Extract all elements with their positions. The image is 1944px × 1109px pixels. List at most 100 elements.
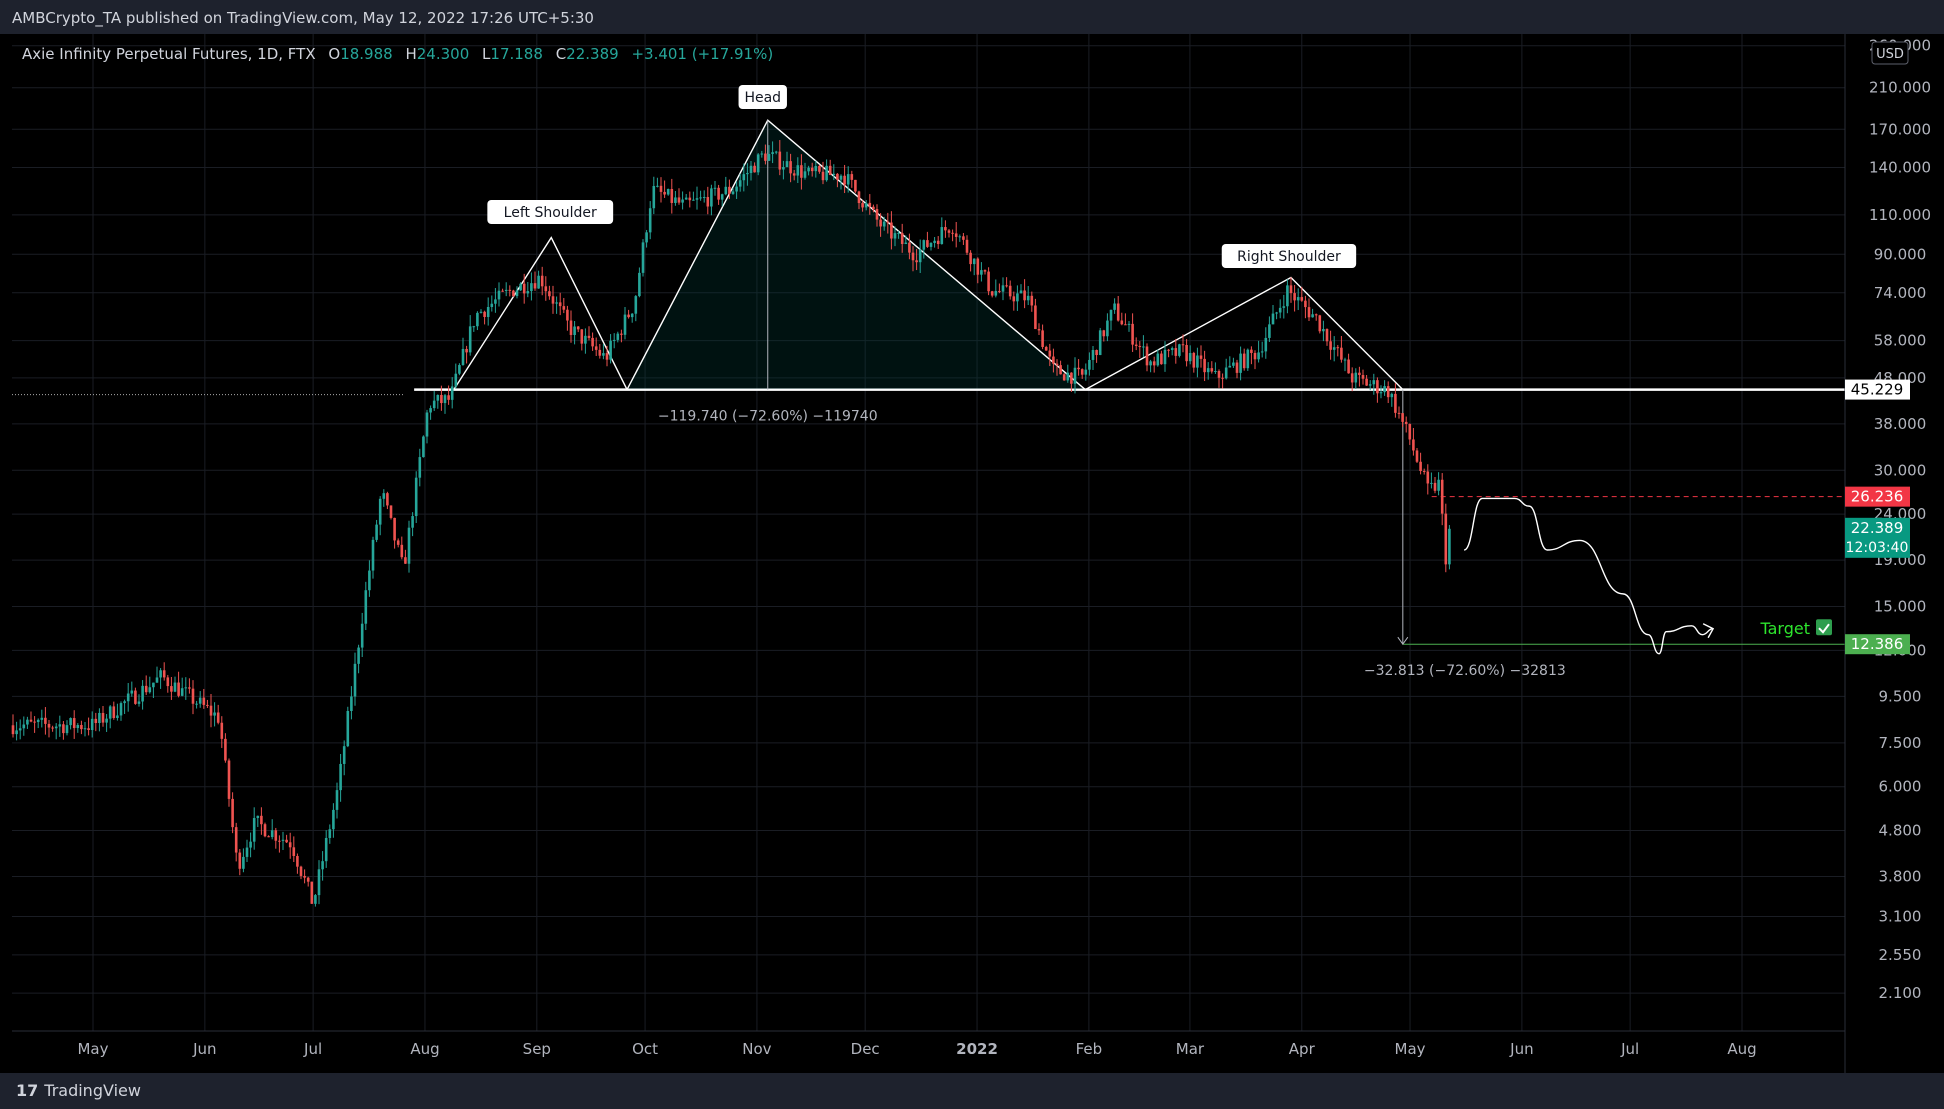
candle-body [742, 174, 746, 181]
candle-body [994, 290, 998, 296]
forecast-curve [1463, 497, 1714, 655]
candle-body [386, 493, 389, 506]
candle-body [717, 187, 720, 200]
candle-body [396, 540, 400, 545]
y-tick-label: 2.550 [1879, 946, 1922, 964]
candle-body [944, 227, 947, 231]
candle-body [893, 233, 897, 239]
candle-body [432, 400, 436, 409]
candle-body [911, 252, 915, 261]
candle-body [119, 703, 123, 716]
candle-body [908, 242, 911, 253]
candle-body [1206, 368, 1210, 373]
candle-body [634, 296, 638, 314]
y-tick-label: 110.000 [1869, 206, 1931, 224]
price-axis[interactable]: 2.100 2.550 3.100 3.800 4.800 6.000 7.500 9.500… [1869, 37, 1931, 1002]
candle-body [609, 340, 612, 360]
legend-open-label: O [328, 45, 340, 63]
candle-body [191, 688, 195, 704]
candle-body [357, 647, 360, 664]
y-tick-label: 15.000 [1874, 598, 1927, 616]
candle-body [1012, 296, 1016, 302]
candle-body [915, 260, 918, 263]
candle-body [544, 286, 548, 292]
candle-body [983, 270, 987, 272]
x-tick-label: Apr [1289, 1040, 1316, 1058]
candle-body [1372, 380, 1376, 385]
candle-body [378, 498, 382, 525]
candle-body [1286, 285, 1289, 307]
tradingview-logo[interactable]: 17 TradingView [16, 1081, 141, 1100]
candle-body [1026, 295, 1030, 301]
candle-body [256, 815, 260, 819]
forecast-arrowhead [1702, 623, 1715, 639]
time-axis[interactable]: May Jun Jul Aug Sep Oct Nov Dec 2022 Feb Mar Apr May… [77, 1040, 1756, 1058]
pattern-labels: Left Shoulder Head Right Shoulder −119.740 … [487, 85, 1832, 679]
stop-price-tag-bg [1845, 486, 1910, 507]
forecast-path [1463, 497, 1715, 655]
head-triangle [625, 119, 1088, 391]
candle-body [652, 185, 656, 209]
candle-body [58, 724, 62, 727]
y-tick-label: 140.000 [1869, 158, 1931, 176]
head-label: Head [744, 90, 781, 106]
candle-body [1282, 306, 1286, 308]
y-tick-label: 90.000 [1874, 245, 1927, 263]
candle-body [1383, 386, 1386, 393]
candle-body [936, 240, 940, 245]
candle-body [173, 682, 177, 692]
candle-body [310, 881, 314, 904]
candle-body [252, 818, 256, 842]
x-tick-label: May [1395, 1040, 1426, 1058]
candle-body [1390, 393, 1394, 398]
candle-body [987, 271, 990, 292]
candle-body [353, 663, 357, 697]
candle-body [486, 306, 490, 317]
candle-body [641, 242, 645, 273]
candle-body [792, 173, 796, 176]
candle-body [612, 339, 616, 341]
legend-symbol: Axie Infinity Perpetual Futures, 1D, FTX [22, 45, 316, 63]
candle-body [400, 544, 404, 558]
candle-body [1113, 303, 1116, 310]
candle-body [1095, 350, 1098, 356]
candle-body [587, 335, 591, 338]
candle-body [245, 847, 249, 857]
candle-body [1131, 323, 1134, 345]
legend-high: 24.300 [417, 45, 470, 63]
currency-button[interactable] [1871, 41, 1909, 65]
candle-body [663, 191, 666, 195]
candle-body [105, 718, 108, 723]
candle-body [605, 353, 609, 360]
candle-body [299, 866, 303, 876]
candle-body [220, 722, 224, 739]
candle-body [699, 197, 702, 199]
candle-body [839, 175, 843, 180]
candle-body [1185, 344, 1188, 362]
candle-body [785, 161, 789, 168]
candle-body [1210, 368, 1214, 372]
candle-body [1332, 347, 1336, 350]
currency-label[interactable]: USD [1876, 47, 1904, 62]
candle-body [1005, 285, 1008, 287]
candle-body [594, 346, 598, 350]
candle-body [1401, 413, 1404, 422]
candle-body [90, 718, 94, 731]
candle-body [148, 687, 152, 693]
candle-body [1023, 290, 1026, 301]
candle-body [198, 697, 202, 704]
candle-body [1088, 359, 1091, 370]
candle-body [278, 840, 281, 842]
candle-body [515, 290, 519, 297]
candle-body [411, 516, 414, 528]
candle-body [1368, 384, 1372, 386]
candle-body [33, 721, 36, 723]
candle-body [1307, 307, 1311, 318]
candle-body [22, 724, 26, 729]
left-shoulder-label-box [487, 200, 614, 224]
y-tick-label: 9.500 [1879, 687, 1922, 705]
candle-body [591, 337, 594, 347]
candle-body [375, 524, 378, 540]
candle-body [850, 174, 854, 180]
